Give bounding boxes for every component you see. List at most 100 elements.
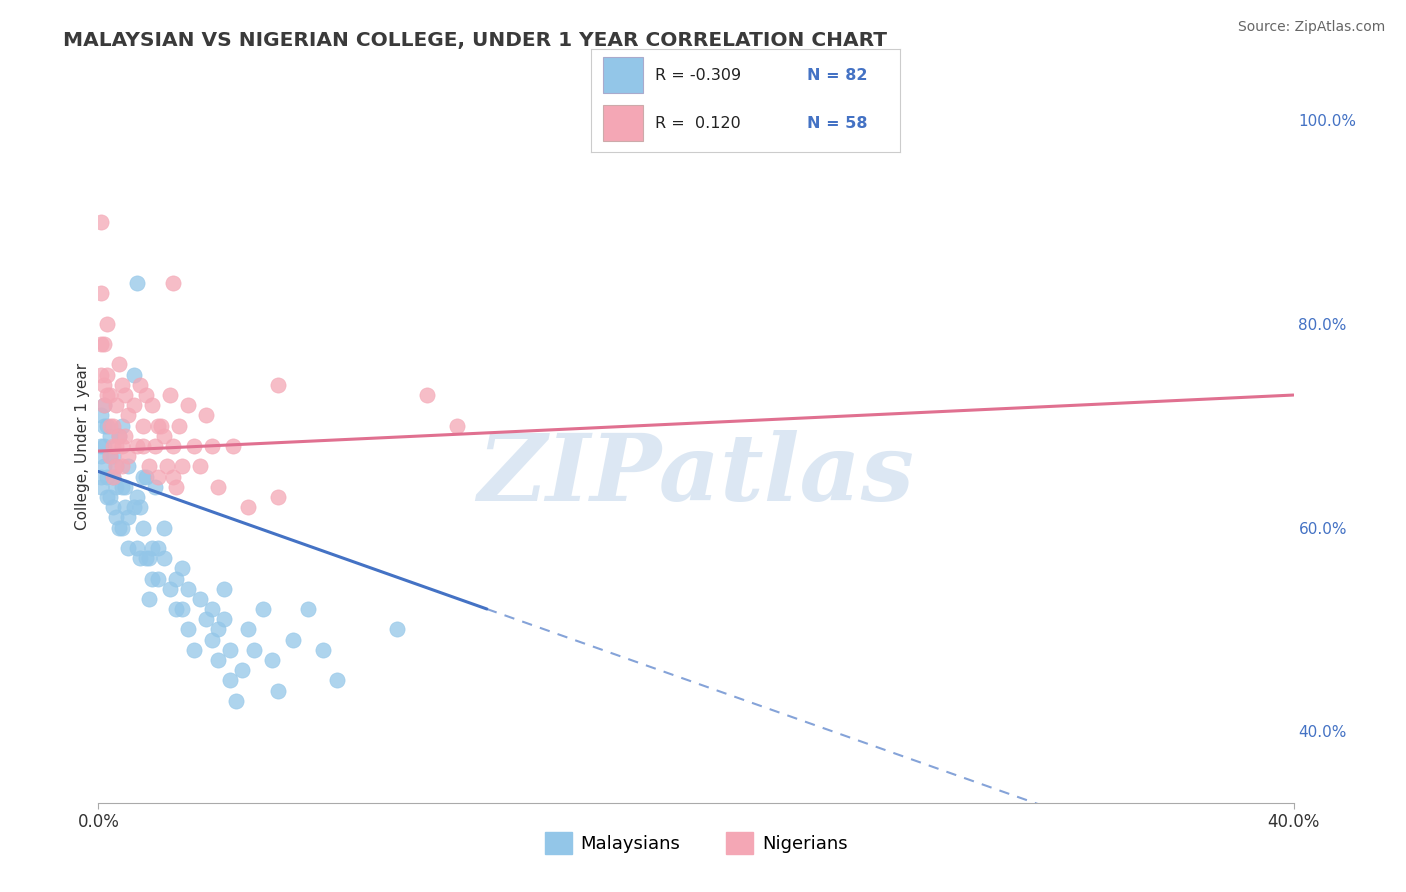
Point bbox=[90, 480, 112, 494]
Point bbox=[96, 388, 118, 402]
Point bbox=[207, 480, 229, 494]
Bar bbox=[603, 105, 643, 141]
Point bbox=[183, 643, 205, 657]
Point bbox=[446, 418, 468, 433]
Point bbox=[127, 541, 149, 555]
Point bbox=[108, 429, 131, 443]
Point bbox=[153, 551, 176, 566]
Point bbox=[207, 653, 229, 667]
Point bbox=[177, 623, 200, 637]
Point bbox=[167, 418, 190, 433]
Point bbox=[188, 591, 211, 606]
Point bbox=[103, 449, 125, 463]
Point bbox=[124, 368, 146, 382]
Point bbox=[105, 398, 128, 412]
Text: N = 82: N = 82 bbox=[807, 68, 868, 83]
Point bbox=[103, 418, 125, 433]
Point bbox=[108, 520, 131, 534]
Point bbox=[127, 439, 149, 453]
Point bbox=[281, 632, 304, 647]
Point bbox=[108, 429, 131, 443]
Point bbox=[132, 418, 155, 433]
Point bbox=[165, 480, 187, 494]
Point bbox=[93, 377, 115, 392]
Point bbox=[212, 612, 235, 626]
Point bbox=[90, 337, 112, 351]
Point bbox=[105, 459, 128, 474]
Point bbox=[148, 572, 170, 586]
Point bbox=[177, 398, 200, 412]
Point bbox=[183, 439, 205, 453]
Point bbox=[96, 317, 118, 331]
Point bbox=[98, 418, 122, 433]
Point bbox=[111, 459, 134, 474]
Point bbox=[103, 469, 125, 483]
Legend: Malaysians, Nigerians: Malaysians, Nigerians bbox=[537, 825, 855, 862]
Point bbox=[385, 867, 409, 881]
Point bbox=[141, 572, 163, 586]
Point bbox=[90, 469, 112, 483]
Point bbox=[117, 459, 139, 474]
Point bbox=[96, 368, 118, 382]
Point bbox=[132, 520, 155, 534]
Point bbox=[138, 591, 160, 606]
Point bbox=[108, 358, 131, 372]
Point bbox=[135, 469, 157, 483]
Point bbox=[177, 582, 200, 596]
Point bbox=[93, 418, 115, 433]
Point bbox=[114, 388, 136, 402]
Point bbox=[143, 439, 166, 453]
Point bbox=[90, 286, 112, 301]
Point bbox=[153, 429, 176, 443]
Point bbox=[195, 409, 218, 423]
Point bbox=[267, 377, 290, 392]
Point bbox=[98, 449, 122, 463]
Point bbox=[162, 469, 184, 483]
Point bbox=[124, 398, 146, 412]
Point bbox=[236, 623, 259, 637]
Point bbox=[297, 602, 319, 616]
Point bbox=[172, 561, 194, 575]
Point bbox=[162, 276, 184, 290]
Point bbox=[138, 551, 160, 566]
Point bbox=[111, 418, 134, 433]
Point bbox=[117, 409, 139, 423]
Text: ZIPatlas: ZIPatlas bbox=[478, 430, 914, 519]
Point bbox=[129, 500, 152, 515]
Text: Source: ZipAtlas.com: Source: ZipAtlas.com bbox=[1237, 20, 1385, 34]
Point bbox=[326, 673, 349, 688]
Point bbox=[103, 500, 125, 515]
Point bbox=[172, 602, 194, 616]
Point bbox=[114, 480, 136, 494]
Point bbox=[103, 469, 125, 483]
Point bbox=[243, 643, 266, 657]
Y-axis label: College, Under 1 year: College, Under 1 year bbox=[75, 362, 90, 530]
Point bbox=[111, 480, 134, 494]
Point bbox=[105, 510, 128, 524]
Point bbox=[98, 490, 122, 504]
Point bbox=[96, 469, 118, 483]
Point bbox=[127, 490, 149, 504]
Point bbox=[212, 582, 235, 596]
Point bbox=[90, 409, 112, 423]
Text: N = 58: N = 58 bbox=[807, 116, 868, 131]
Point bbox=[90, 449, 112, 463]
Point bbox=[267, 490, 290, 504]
Point bbox=[98, 429, 122, 443]
Point bbox=[96, 418, 118, 433]
Point bbox=[148, 469, 170, 483]
Point bbox=[156, 459, 179, 474]
Point bbox=[105, 439, 128, 453]
Point bbox=[103, 439, 125, 453]
Point bbox=[129, 377, 152, 392]
Point bbox=[141, 398, 163, 412]
Point bbox=[117, 510, 139, 524]
Point bbox=[135, 551, 157, 566]
Point bbox=[111, 520, 134, 534]
Point bbox=[165, 572, 187, 586]
Point bbox=[159, 582, 181, 596]
Point bbox=[111, 439, 134, 453]
Point bbox=[148, 541, 170, 555]
Point bbox=[135, 388, 157, 402]
Point bbox=[219, 643, 242, 657]
